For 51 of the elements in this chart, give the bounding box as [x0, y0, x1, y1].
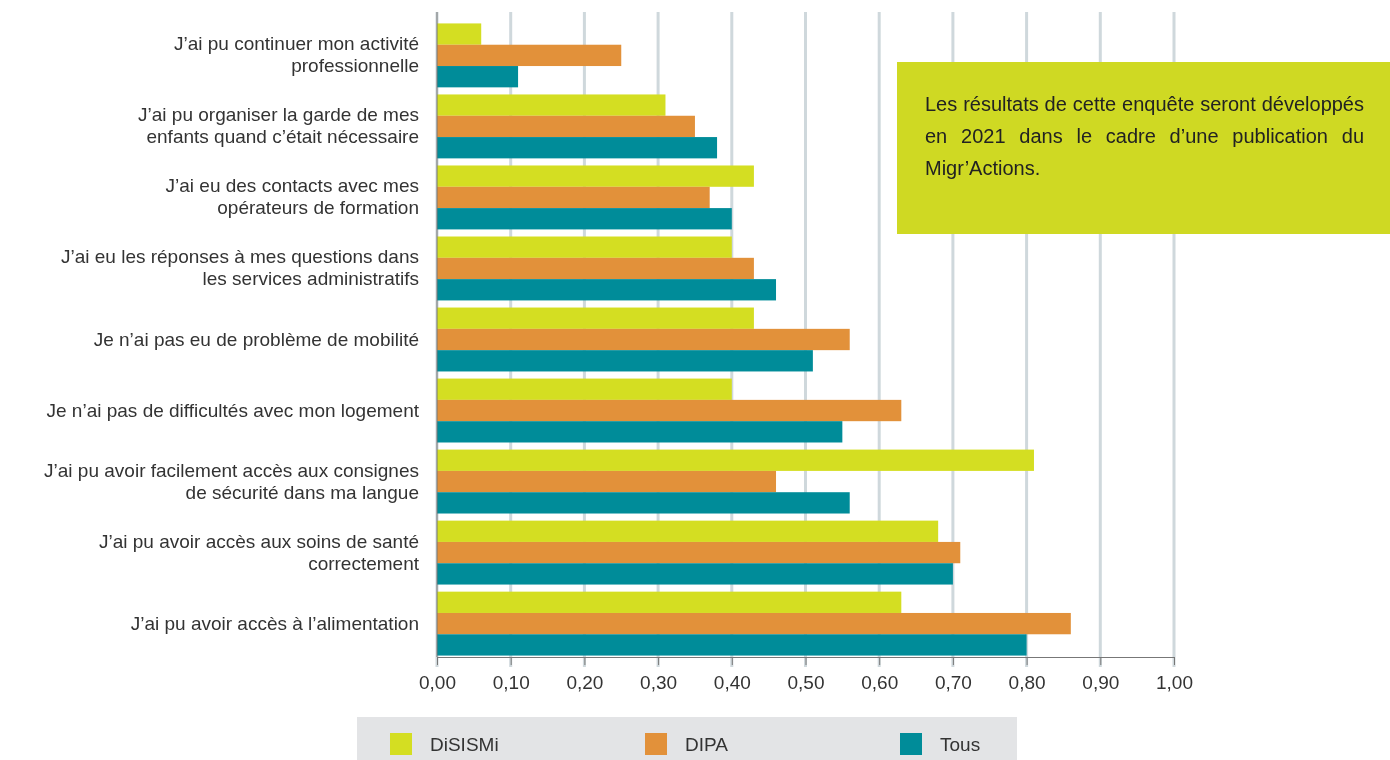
bar [437, 137, 718, 159]
bar [437, 520, 939, 542]
x-tick-label: 0,90 [1082, 671, 1120, 693]
bar [437, 257, 754, 280]
x-tick-label: 0,60 [861, 671, 899, 693]
bar [437, 186, 710, 209]
x-tick-label: 0,20 [566, 671, 604, 693]
y-tick-label: J’ai pu avoir accès aux soins de santé correctement [98, 530, 420, 574]
bar [437, 378, 732, 400]
bar [437, 492, 850, 514]
bar [437, 634, 1027, 656]
y-tick-label: Je n’ai pas de difficultés avec mon logement [46, 399, 420, 421]
y-tick-label: J’ai pu continuer mon activité professionnelle [173, 33, 419, 77]
bar [437, 350, 813, 372]
bar [437, 563, 953, 585]
y-tick-label: Je n’ai pas eu de problème de mobilité [93, 328, 419, 350]
bar [437, 591, 902, 613]
y-tick-label: J’ai pu avoir facilement accès aux consignes de sécurité dans ma langue [44, 459, 419, 503]
x-tick-label: 0,10 [492, 671, 530, 693]
legend-label: Tous [940, 734, 981, 755]
legend-label: DIPA [685, 734, 729, 755]
note-box: Les résultats de cette enquête seront développés en 2021 dans le cadre d’une publication du Migr’Actions. [897, 62, 1390, 234]
bar [437, 23, 482, 45]
x-tick-label: 0,40 [713, 671, 751, 693]
bar [437, 44, 622, 67]
bar [437, 94, 666, 116]
y-tick-label: J’ai eu des contacts avec mes opérateurs de formation [165, 175, 419, 219]
bar [437, 328, 850, 351]
x-tick-label: 0,30 [640, 671, 678, 693]
bar [437, 307, 754, 329]
bar [437, 236, 732, 258]
y-tick-label: J’ai pu organiser la garde de mes enfants quand c’était nécessaire [138, 104, 419, 148]
x-tick-label: 1,00 [1156, 671, 1193, 693]
bar [437, 115, 695, 138]
y-tick-label: J’ai eu les réponses à mes questions dans les services administratifs [60, 246, 419, 290]
bar [437, 470, 777, 493]
x-tick-label: 0,50 [787, 671, 825, 693]
x-tick-label: 0,80 [1008, 671, 1046, 693]
bar [437, 279, 777, 301]
bar [437, 165, 754, 187]
bar [437, 399, 902, 422]
bar [437, 208, 732, 230]
y-tick-label: J’ai pu avoir accès à l’alimentation [130, 612, 419, 634]
bar [437, 66, 519, 88]
x-tick-label: 0,00 [419, 671, 456, 693]
legend-label: DiSISMi [430, 734, 499, 755]
bar [437, 421, 843, 443]
bar [437, 541, 961, 564]
bar [437, 612, 1071, 635]
x-tick-label: 0,70 [934, 671, 972, 693]
bar [437, 449, 1034, 471]
